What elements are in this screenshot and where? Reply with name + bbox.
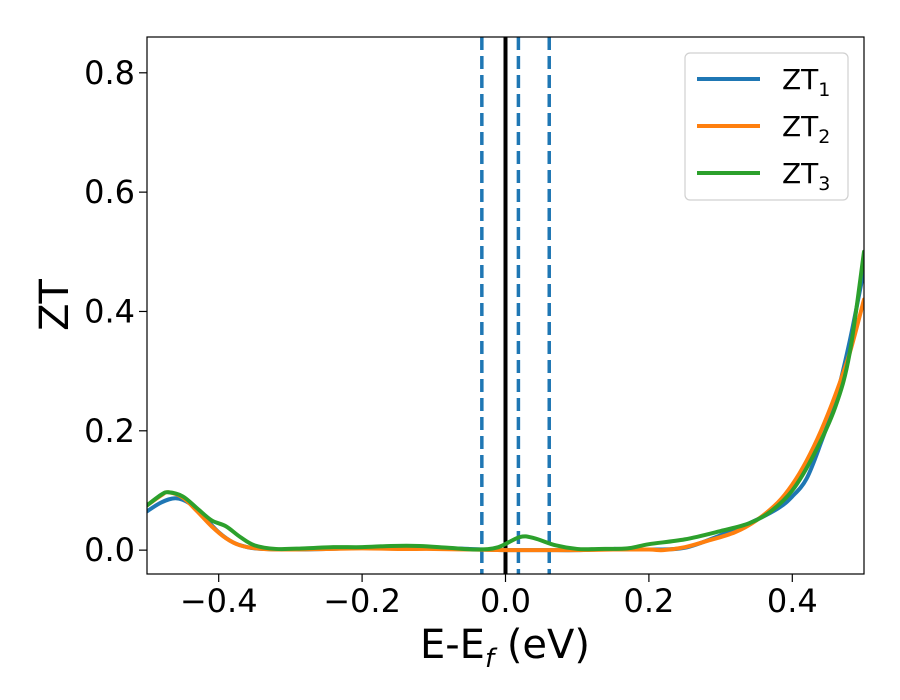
reference-lines bbox=[480, 37, 551, 574]
x-tick-label: 0.0 bbox=[480, 582, 531, 620]
y-tick-label: 0.0 bbox=[84, 531, 135, 569]
y-tick-label: 0.2 bbox=[84, 412, 135, 450]
x-tick-label: −0.4 bbox=[180, 582, 258, 620]
legend-label: ZT1 bbox=[782, 63, 830, 101]
y-axis-title: ZT bbox=[32, 279, 78, 331]
legend-label: ZT2 bbox=[782, 110, 830, 148]
legend-box bbox=[684, 52, 849, 201]
x-axis: −0.4 −0.2 0.0 0.2 0.4 bbox=[180, 574, 818, 620]
x-axis-title: E-Ef (eV) bbox=[420, 622, 590, 674]
y-tick-label: 0.8 bbox=[84, 54, 135, 92]
x-axis-title-unit: (eV) bbox=[494, 622, 590, 668]
x-tick-label: −0.2 bbox=[323, 582, 401, 620]
legend: ZT1 ZT2 ZT3 bbox=[684, 52, 849, 201]
series-line-zt2 bbox=[147, 297, 864, 553]
x-tick-label: 0.4 bbox=[767, 582, 818, 620]
y-axis: 0.0 0.2 0.4 0.6 0.8 bbox=[84, 54, 147, 569]
y-tick-label: 0.6 bbox=[84, 173, 135, 211]
x-tick-label: 0.2 bbox=[623, 582, 674, 620]
legend-label: ZT3 bbox=[782, 157, 830, 195]
series-line-zt3 bbox=[147, 249, 864, 552]
series-layer bbox=[147, 249, 864, 553]
y-tick-label: 0.4 bbox=[84, 292, 135, 330]
